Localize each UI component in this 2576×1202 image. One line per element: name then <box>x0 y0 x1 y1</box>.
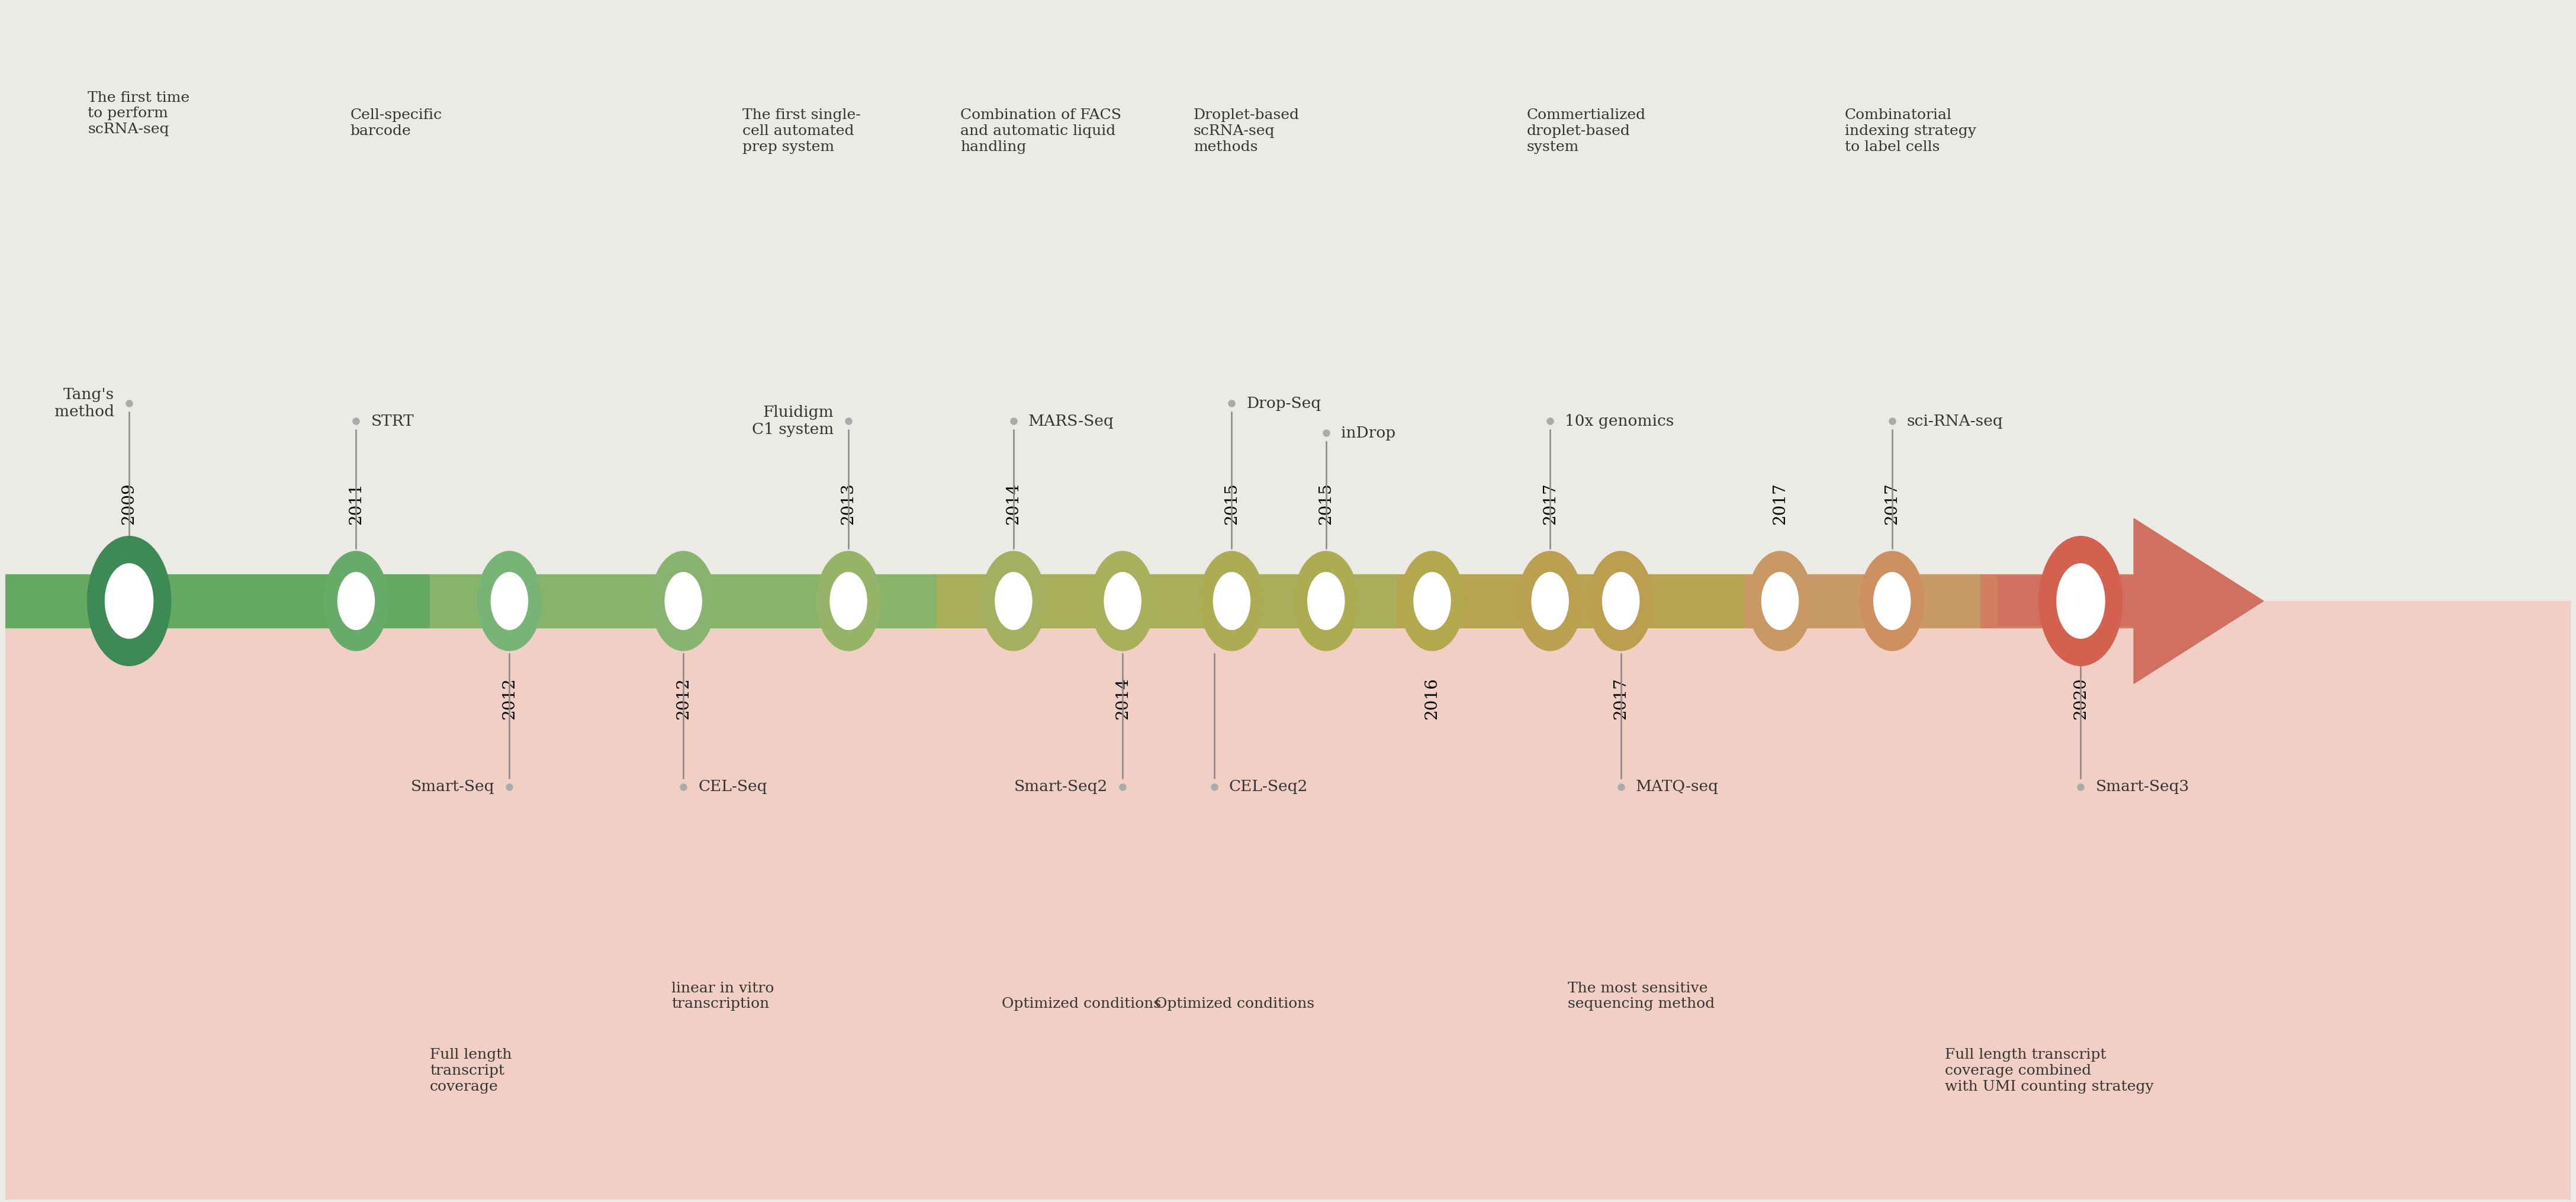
Ellipse shape <box>1213 572 1249 630</box>
Ellipse shape <box>1873 572 1911 630</box>
Bar <box>5 575 430 627</box>
Text: Combinatorial
indexing strategy
to label cells: Combinatorial indexing strategy to label… <box>1844 108 1976 154</box>
Text: MATQ-seq: MATQ-seq <box>1636 779 1718 795</box>
Ellipse shape <box>88 536 170 666</box>
Text: 2012: 2012 <box>502 678 518 720</box>
Text: 2017: 2017 <box>1772 482 1788 524</box>
Text: STRT: STRT <box>371 413 415 429</box>
Ellipse shape <box>1200 551 1265 651</box>
Bar <box>5 2 2571 601</box>
Text: CEL-Seq: CEL-Seq <box>698 779 768 795</box>
Ellipse shape <box>106 564 155 638</box>
Text: Full length
transcript
coverage: Full length transcript coverage <box>430 1048 513 1094</box>
Ellipse shape <box>1399 551 1466 651</box>
Text: 2011: 2011 <box>348 482 363 524</box>
Text: 2017: 2017 <box>1543 482 1558 524</box>
Text: 2014: 2014 <box>1115 678 1131 720</box>
Text: Optimized conditions: Optimized conditions <box>1002 998 1162 1011</box>
Text: 2015: 2015 <box>1319 482 1334 524</box>
Ellipse shape <box>817 551 881 651</box>
Text: Commertialized
droplet-based
system: Commertialized droplet-based system <box>1528 108 1646 154</box>
Ellipse shape <box>994 572 1033 630</box>
Ellipse shape <box>1602 572 1641 630</box>
Ellipse shape <box>1762 572 1798 630</box>
Ellipse shape <box>2056 564 2105 638</box>
Ellipse shape <box>1293 551 1358 651</box>
Text: 2017: 2017 <box>1883 482 1901 524</box>
Bar <box>430 575 938 627</box>
Text: 2015: 2015 <box>1224 482 1239 524</box>
Bar <box>938 575 1396 627</box>
Text: Droplet-based
scRNA-seq
methods: Droplet-based scRNA-seq methods <box>1193 108 1298 154</box>
Ellipse shape <box>1103 572 1141 630</box>
Ellipse shape <box>1414 572 1450 630</box>
Text: Drop-Seq: Drop-Seq <box>1247 395 1321 411</box>
Text: Full length transcript
coverage combined
with UMI counting strategy: Full length transcript coverage combined… <box>1945 1048 2154 1094</box>
Ellipse shape <box>1747 551 1814 651</box>
Text: 2013: 2013 <box>840 482 855 524</box>
Ellipse shape <box>829 572 868 630</box>
Text: 2020: 2020 <box>2074 678 2089 720</box>
Text: The first time
to perform
scRNA-seq: The first time to perform scRNA-seq <box>88 91 191 136</box>
Ellipse shape <box>1860 551 1924 651</box>
FancyArrow shape <box>1999 518 2264 684</box>
Text: inDrop: inDrop <box>1340 426 1396 440</box>
Text: Smart-Seq: Smart-Seq <box>412 779 495 795</box>
Text: 2014: 2014 <box>1005 482 1023 524</box>
Text: The most sensitive
sequencing method: The most sensitive sequencing method <box>1569 982 1716 1011</box>
Ellipse shape <box>1517 551 1582 651</box>
Ellipse shape <box>337 572 376 630</box>
Text: Cell-specific
barcode: Cell-specific barcode <box>350 108 443 138</box>
Bar <box>1396 575 1744 627</box>
Text: Fluidigm
C1 system: Fluidigm C1 system <box>752 405 835 438</box>
Ellipse shape <box>1090 551 1154 651</box>
Ellipse shape <box>981 551 1046 651</box>
Text: 2016: 2016 <box>1425 678 1440 720</box>
Text: 10x genomics: 10x genomics <box>1564 413 1674 429</box>
Text: 2009: 2009 <box>121 482 137 524</box>
Ellipse shape <box>477 551 541 651</box>
Ellipse shape <box>489 572 528 630</box>
Text: CEL-Seq2: CEL-Seq2 <box>1229 779 1309 795</box>
Ellipse shape <box>665 572 703 630</box>
Ellipse shape <box>2038 536 2123 666</box>
Ellipse shape <box>1306 572 1345 630</box>
Text: MARS-Seq: MARS-Seq <box>1028 413 1113 429</box>
Text: 2017: 2017 <box>1613 678 1628 720</box>
Text: 2012: 2012 <box>675 678 690 720</box>
Bar <box>1981 575 2187 627</box>
Ellipse shape <box>325 551 389 651</box>
Ellipse shape <box>1589 551 1654 651</box>
Bar <box>5 601 2571 1200</box>
Text: The first single-
cell automated
prep system: The first single- cell automated prep sy… <box>742 108 860 154</box>
Text: Smart-Seq3: Smart-Seq3 <box>2094 779 2190 795</box>
Ellipse shape <box>652 551 716 651</box>
Bar <box>1744 575 1981 627</box>
Text: Optimized conditions: Optimized conditions <box>1154 998 1314 1011</box>
Ellipse shape <box>1530 572 1569 630</box>
Text: linear in vitro
transcription: linear in vitro transcription <box>672 982 775 1011</box>
Text: Combination of FACS
and automatic liquid
handling: Combination of FACS and automatic liquid… <box>961 108 1121 154</box>
Text: sci-RNA-seq: sci-RNA-seq <box>1906 413 2004 429</box>
Text: Smart-Seq2: Smart-Seq2 <box>1015 779 1108 795</box>
Text: Tang's
method: Tang's method <box>54 387 113 419</box>
